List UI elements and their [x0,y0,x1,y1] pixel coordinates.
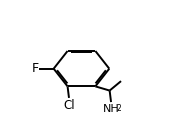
Text: 2: 2 [117,104,122,113]
Text: F: F [32,62,39,75]
Text: NH: NH [103,104,120,114]
Text: Cl: Cl [63,99,75,112]
